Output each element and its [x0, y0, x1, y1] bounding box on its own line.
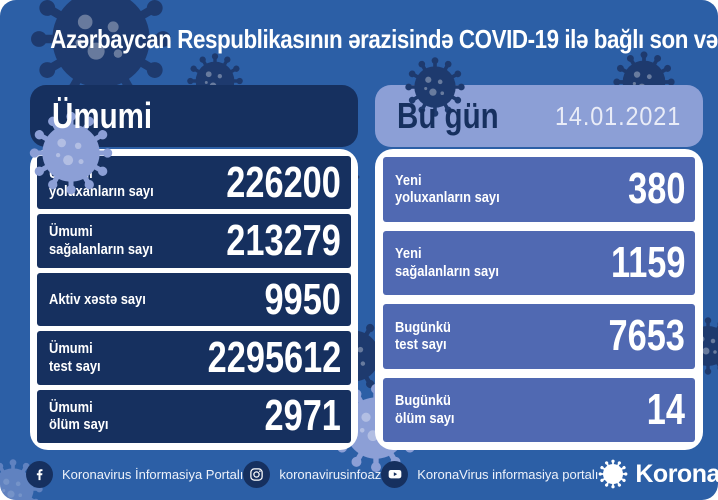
- brand-name: KoronaVirus: [635, 460, 718, 488]
- youtube-link[interactable]: KoronaVirus informasiya portalı: [381, 460, 599, 488]
- youtube-label: KoronaVirus informasiya portalı: [417, 466, 599, 482]
- stat-row-total-tests: Ümumi test sayı 2295612: [37, 331, 351, 385]
- stat-row-active-cases: Aktiv xəstə sayı 9950: [37, 272, 351, 327]
- footer-bar: Koronavirus İnformasiya Portalı koronavi…: [0, 448, 718, 500]
- stat-row-total-infected: Ümumi yoluxanların sayı 226200: [37, 156, 351, 210]
- instagram-icon: [243, 460, 271, 488]
- today-title-panel: Bu gün 14.01.2021: [375, 85, 703, 147]
- facebook-icon: [26, 460, 53, 488]
- stat-value: 380: [627, 164, 685, 214]
- koronavirus-logo-virus-icon: [598, 459, 628, 489]
- today-column: Bu gün 14.01.2021 Yeni yoluxanların sayı …: [375, 85, 703, 450]
- stat-label: Yeni sağalanların sayı: [395, 245, 499, 280]
- stat-row-new-recovered: Yeni sağalanların sayı 1159: [383, 230, 695, 295]
- today-rows-panel: Yeni yoluxanların sayı 380 Yeni sağalanlar…: [375, 149, 703, 450]
- stat-value: 2295612: [207, 332, 341, 382]
- stat-label: Ümumi ölüm sayı: [49, 398, 109, 434]
- stat-label: Ümumi yoluxanların sayı: [49, 165, 154, 200]
- youtube-icon: [381, 460, 409, 488]
- totals-title-panel: Ümumi: [30, 85, 358, 147]
- koronavirus-brand[interactable]: KoronaVirus info: [598, 458, 718, 490]
- today-title: Bu gün: [397, 95, 499, 136]
- instagram-label: koronavirusinfoaz: [279, 466, 382, 482]
- stat-label: Bugünkü test sayı: [395, 318, 451, 354]
- stat-value: 226200: [226, 157, 341, 207]
- stat-label: Bugünkü ölüm sayı: [395, 392, 455, 427]
- totals-column: Ümumi Ümumi yoluxanların sayı 226200 Ümum…: [30, 85, 358, 450]
- stat-value: 1159: [610, 237, 685, 287]
- stat-label: Ümumi test sayı: [49, 340, 101, 375]
- instagram-link[interactable]: koronavirusinfoaz: [243, 460, 382, 488]
- facebook-label: Koronavirus İnformasiya Portalı: [62, 466, 244, 482]
- totals-title: Ümumi: [52, 95, 153, 136]
- page-title: Azərbaycan Respublikasının ərazisində CO…: [50, 24, 718, 54]
- stat-label: Aktiv xəstə sayı: [49, 290, 146, 308]
- stat-row-today-deaths: Bugünkü ölüm sayı 14: [383, 377, 695, 442]
- facebook-link[interactable]: Koronavirus İnformasiya Portalı: [26, 460, 244, 488]
- stat-value: 2971: [264, 391, 341, 441]
- stat-label: Yeni yoluxanların sayı: [395, 171, 500, 207]
- totals-rows-panel: Ümumi yoluxanların sayı 226200 Ümumi sağal…: [30, 149, 358, 450]
- stat-value: 14: [646, 384, 685, 434]
- report-date: 14.01.2021: [554, 100, 681, 131]
- stat-value: 213279: [226, 216, 341, 266]
- stat-label: Ümumi sağalanların sayı: [49, 223, 153, 259]
- stat-value: 7653: [608, 311, 685, 361]
- stat-row-today-tests: Bugünkü test sayı 7653: [383, 304, 695, 369]
- stat-row-total-deaths: Ümumi ölüm sayı 2971: [37, 389, 351, 444]
- stat-value: 9950: [264, 274, 341, 324]
- stat-row-new-infected: Yeni yoluxanların sayı 380: [383, 157, 695, 222]
- stat-row-total-recovered: Ümumi sağalanların sayı 213279: [37, 214, 351, 268]
